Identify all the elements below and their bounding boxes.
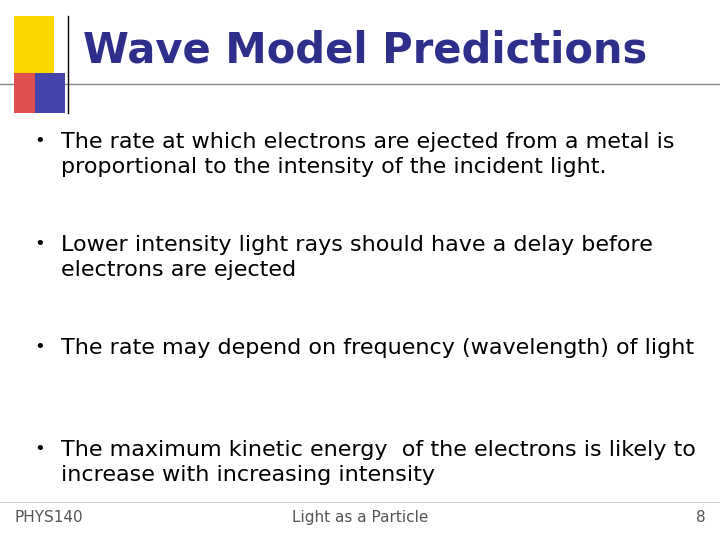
- Text: •: •: [35, 338, 45, 355]
- Text: •: •: [35, 440, 45, 458]
- Text: The rate at which electrons are ejected from a metal is
proportional to the inte: The rate at which electrons are ejected …: [61, 132, 675, 177]
- Text: The maximum kinetic energy  of the electrons is likely to
increase with increasi: The maximum kinetic energy of the electr…: [61, 440, 696, 485]
- Bar: [14, 73, 45, 113]
- Text: PHYS140: PHYS140: [14, 510, 83, 525]
- Text: The rate may depend on frequency (wavelength) of light: The rate may depend on frequency (wavele…: [61, 338, 694, 357]
- Text: Lower intensity light rays should have a delay before
electrons are ejected: Lower intensity light rays should have a…: [61, 235, 653, 280]
- Bar: [14, 16, 54, 73]
- Bar: [35, 73, 65, 113]
- Text: •: •: [35, 235, 45, 253]
- Text: •: •: [35, 132, 45, 150]
- Text: 8: 8: [696, 510, 706, 525]
- Text: Light as a Particle: Light as a Particle: [292, 510, 428, 525]
- Text: Wave Model Predictions: Wave Model Predictions: [83, 30, 647, 72]
